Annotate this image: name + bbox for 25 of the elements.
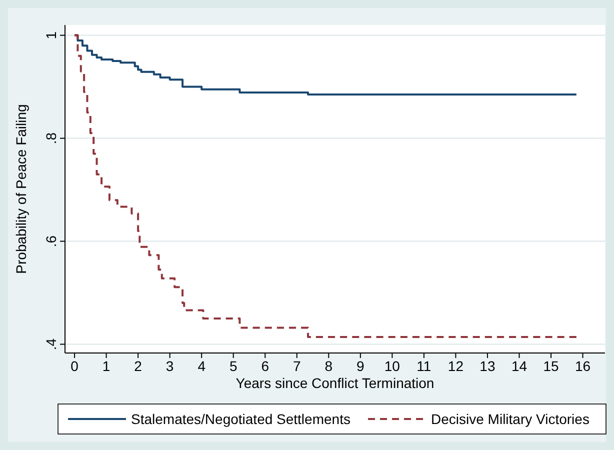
legend-label: Stalemates/Negotiated Settlements xyxy=(131,411,350,427)
y-axis-title: Probability of Peace Failing xyxy=(13,104,29,274)
x-tick-label: 7 xyxy=(292,358,301,374)
x-tick-label: 12 xyxy=(448,358,464,374)
x-tick-label: 11 xyxy=(416,358,432,374)
x-tick-label: 1 xyxy=(102,358,110,374)
x-tick-label: 6 xyxy=(261,358,270,374)
x-tick-label: 10 xyxy=(384,358,400,374)
x-tick-label: 9 xyxy=(356,358,365,374)
x-tick-label: 2 xyxy=(134,358,142,374)
x-tick-label: 5 xyxy=(229,358,238,374)
y-tick-label: .6 xyxy=(43,235,59,248)
y-tick-label: .4 xyxy=(43,338,59,350)
x-tick-label: 14 xyxy=(511,358,528,374)
x-tick-label: 4 xyxy=(198,358,206,374)
x-tick-label: 15 xyxy=(543,358,559,374)
x-axis-title: Years since Conflict Termination xyxy=(236,375,434,391)
y-tick-label: .8 xyxy=(43,132,59,144)
x-tick-label: 0 xyxy=(70,358,79,374)
legend-label: Decisive Military Victories xyxy=(431,411,590,427)
y-tick-label: 1 xyxy=(43,31,59,40)
x-tick-label: 13 xyxy=(480,358,496,374)
x-tick-label: 16 xyxy=(574,358,591,374)
x-tick-label: 8 xyxy=(324,358,333,374)
x-tick-label: 3 xyxy=(166,358,174,374)
